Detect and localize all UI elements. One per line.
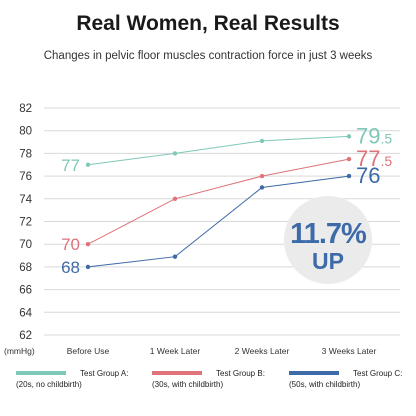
series-line-a [87, 135, 350, 166]
badge-up-text: UP [312, 248, 344, 274]
series-line-b [87, 158, 350, 245]
data-point-c-2 [172, 254, 178, 259]
y-tick-label-62: 62 [19, 330, 32, 342]
legend-swatch-a [16, 371, 66, 375]
legend-name-c: Test Group C: [353, 369, 403, 378]
y-tick-label-78: 78 [19, 148, 32, 160]
y-tick-label-72: 72 [19, 217, 32, 229]
end-value-label-c: 76 [356, 163, 380, 188]
start-value-label-a: 77 [61, 156, 80, 175]
data-point-c-4 [346, 173, 352, 179]
legend-desc-c: (50s, with childbirth) [289, 380, 361, 389]
x-tick-label-4: 3 Weeks Later [322, 346, 377, 356]
end-value-label-b: 77.5 [356, 146, 392, 171]
legend-name-b: Test Group B: [216, 369, 265, 378]
x-tick-label-3: 2 Weeks Later [235, 346, 290, 356]
chart-subtitle: Changes in pelvic floor muscles contract… [43, 50, 373, 62]
badge-percent-text: 11.7% [290, 218, 367, 250]
start-value-label-c: 68 [61, 258, 80, 277]
legend-desc-b: (30s, with childbirth) [152, 380, 224, 389]
y-tick-label-66: 66 [19, 285, 32, 297]
x-tick-label-2: 1 Week Later [150, 346, 201, 356]
data-point-a-2 [172, 151, 178, 156]
data-point-c-3 [259, 185, 265, 190]
start-value-label-b: 70 [61, 235, 80, 254]
series-line-c [87, 175, 350, 268]
y-tick-label-74: 74 [19, 194, 32, 206]
legend-swatch-c [289, 371, 339, 375]
data-point-a-3 [259, 138, 265, 144]
legend-swatch-b [152, 371, 202, 375]
data-point-b-1 [85, 242, 91, 247]
legend-desc-a: (20s, no childbirth) [16, 380, 82, 389]
chart-title: Real Women, Real Results [76, 12, 340, 35]
x-tick-label-1: Before Use [67, 346, 110, 356]
data-point-b-4 [346, 156, 352, 162]
y-tick-label-68: 68 [19, 262, 32, 274]
data-point-c-1 [85, 264, 91, 270]
y-tick-label-70: 70 [19, 239, 32, 251]
y-tick-label-76: 76 [19, 171, 32, 183]
improvement-badge [284, 196, 372, 284]
end-value-label-a: 79.5 [356, 123, 392, 148]
data-point-a-1 [85, 162, 91, 167]
y-axis-unit: (mmHg) [4, 346, 35, 356]
data-point-b-3 [259, 173, 265, 179]
y-tick-label-64: 64 [19, 307, 32, 319]
data-point-b-2 [172, 196, 178, 201]
y-tick-label-82: 82 [19, 103, 32, 115]
y-tick-label-80: 80 [19, 126, 32, 138]
legend-name-a: Test Group A: [80, 369, 129, 378]
data-point-a-4 [346, 134, 352, 139]
